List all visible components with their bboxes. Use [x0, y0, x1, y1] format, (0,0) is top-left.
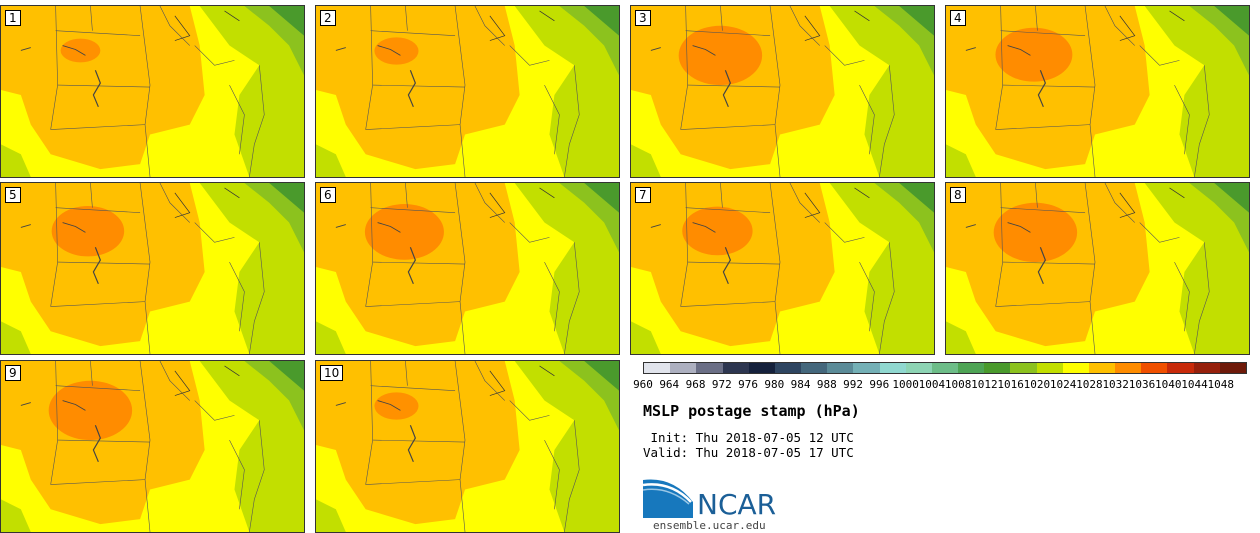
colorbar-tick-label: 1016	[997, 378, 1024, 391]
colorbar-tick-label: 968	[685, 378, 706, 391]
colorbar-tick-label: 1036	[1128, 378, 1156, 391]
colorbar-swatch	[1088, 363, 1116, 373]
colorbar-swatch	[748, 363, 775, 373]
panel-number: 6	[320, 187, 336, 203]
panel-number: 5	[5, 187, 21, 203]
colorbar-swatch	[1167, 363, 1194, 373]
colorbar-swatch	[1010, 363, 1037, 373]
colorbar-swatch	[1141, 363, 1168, 373]
colorbar-swatch	[774, 363, 802, 373]
panel-number: 1	[5, 10, 21, 26]
colorbar-tick-label: 1000	[892, 378, 919, 391]
colorbar-tick-label: 1032	[1102, 378, 1129, 391]
panel-number: 8	[950, 187, 966, 203]
map-panel: 2	[315, 5, 620, 178]
colorbar-tick-label: 988	[816, 378, 837, 391]
colorbar-tick-label: 996	[869, 378, 890, 391]
colorbar-swatch	[1193, 363, 1220, 373]
valid-time: Valid: Thu 2018-07-05 17 UTC	[643, 445, 854, 460]
panel-number: 2	[320, 10, 336, 26]
colorbar-swatch	[722, 363, 749, 373]
colorbar-swatch	[853, 363, 880, 373]
colorbar-tick-label: 1044	[1181, 378, 1208, 391]
colorbar-tick-label: 1048	[1207, 378, 1234, 391]
colorbar-tick-label: 1012	[971, 378, 998, 391]
colorbar-swatch	[670, 363, 697, 373]
colorbar-tick-label: 1040	[1154, 378, 1182, 391]
colorbar-tick-label: 984	[790, 378, 811, 391]
colorbar-swatch	[1036, 363, 1063, 373]
map-panel: 3	[630, 5, 935, 178]
colorbar-swatch	[696, 363, 723, 373]
colorbar-tick-label: 960	[633, 378, 653, 391]
chart-title: MSLP postage stamp (hPa)	[643, 402, 860, 420]
colorbar-tick-label: 1008	[944, 378, 972, 391]
pressure-colorbar	[643, 362, 1247, 374]
colorbar-tick-label: 980	[764, 378, 785, 391]
map-panel: 8	[945, 182, 1250, 355]
map-panel: 1	[0, 5, 305, 178]
panel-number: 7	[635, 187, 651, 203]
colorbar-tick-label: 964	[659, 378, 680, 391]
colorbar-tick-label: 1020	[1023, 378, 1051, 391]
panel-number: 4	[950, 10, 966, 26]
map-panel: 10	[315, 360, 620, 533]
colorbar-tick-label: 992	[843, 378, 864, 391]
map-panel: 4	[945, 5, 1250, 178]
colorbar-swatch	[644, 363, 671, 373]
map-panel: 9	[0, 360, 305, 533]
colorbar-tick-label: 976	[738, 378, 758, 391]
colorbar-tick-label: 1024	[1049, 378, 1077, 391]
colorbar-swatch	[827, 363, 854, 373]
init-time: Init: Thu 2018-07-05 12 UTC	[643, 430, 854, 445]
panel-number: 9	[5, 365, 21, 381]
logo-url: ensemble.ucar.edu	[653, 519, 766, 532]
colorbar-ticks: 960 964 968 972 976 980 984 988 992 996 1000 1004 10…	[633, 378, 1247, 392]
colorbar-swatch	[879, 363, 906, 373]
colorbar-swatch	[931, 363, 959, 373]
colorbar-swatch	[905, 363, 932, 373]
colorbar-swatch	[801, 363, 828, 373]
map-panel: 7	[630, 182, 935, 355]
ncar-logo-icon	[643, 479, 693, 518]
map-panel: 5	[0, 182, 305, 355]
colorbar-tick-label: 1004	[918, 378, 946, 391]
ncar-logo-text: NCAR	[697, 488, 777, 521]
colorbar-swatch	[1219, 363, 1246, 373]
panel-number: 3	[635, 10, 651, 26]
colorbar-tick-label: 1028	[1076, 378, 1103, 391]
colorbar-swatch	[1115, 363, 1142, 373]
colorbar-swatch	[984, 363, 1011, 373]
map-panel: 6	[315, 182, 620, 355]
colorbar-tick-label: 972	[711, 378, 732, 391]
colorbar-swatch	[958, 363, 985, 373]
panel-number: 10	[320, 365, 344, 381]
colorbar-swatch	[1062, 363, 1089, 373]
